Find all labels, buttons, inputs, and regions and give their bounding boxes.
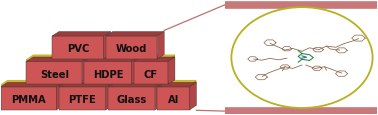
Text: Wood: Wood [116,44,147,54]
Text: Al: Al [168,94,179,104]
Polygon shape [84,58,138,62]
Polygon shape [155,83,162,110]
Polygon shape [168,55,175,62]
Text: CF: CF [144,69,158,79]
Polygon shape [108,83,162,87]
Polygon shape [190,80,197,87]
Polygon shape [108,87,155,110]
Polygon shape [26,58,89,62]
Polygon shape [1,85,190,87]
Polygon shape [157,32,164,59]
Polygon shape [157,83,197,87]
Polygon shape [106,37,157,59]
Polygon shape [52,32,110,37]
Polygon shape [134,58,175,62]
Polygon shape [52,37,104,59]
Text: PTFE: PTFE [68,94,96,104]
Polygon shape [106,32,164,37]
Polygon shape [59,83,113,87]
Polygon shape [59,87,106,110]
Ellipse shape [231,8,373,108]
Text: HDPE: HDPE [93,69,123,79]
Polygon shape [1,80,197,85]
Polygon shape [106,83,113,110]
Polygon shape [26,59,168,62]
Polygon shape [132,58,138,85]
Text: PVC: PVC [67,44,89,54]
Polygon shape [157,87,190,110]
Text: Glass: Glass [116,94,147,104]
Polygon shape [1,83,63,87]
Polygon shape [82,58,89,85]
Polygon shape [134,62,168,85]
Polygon shape [84,62,132,85]
Polygon shape [26,62,82,85]
Text: PMMA: PMMA [11,94,46,104]
Polygon shape [1,87,56,110]
Polygon shape [26,55,175,59]
Polygon shape [56,83,63,110]
Polygon shape [190,83,197,110]
Text: Steel: Steel [40,69,69,79]
Polygon shape [104,32,110,59]
Polygon shape [168,58,175,85]
